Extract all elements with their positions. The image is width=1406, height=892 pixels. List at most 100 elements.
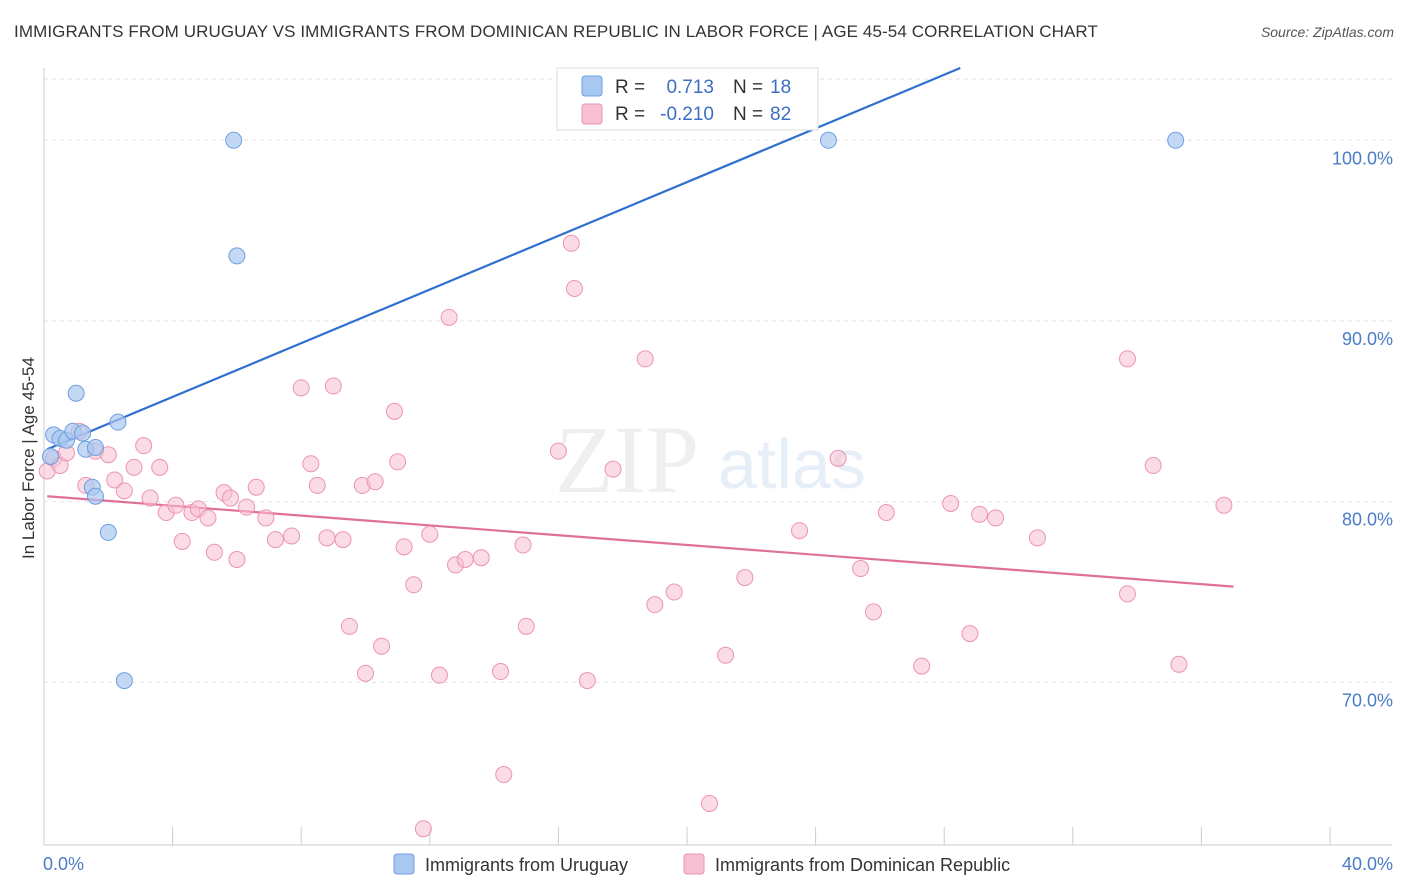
dominican-point: [646, 596, 664, 614]
dominican-point: [495, 766, 513, 784]
dominican-point: [318, 529, 336, 547]
dominican-point: [1118, 350, 1136, 368]
dominican-point: [389, 453, 407, 471]
uruguay-point: [74, 424, 92, 442]
dominican-point: [1028, 529, 1046, 547]
dominican-point: [257, 509, 275, 527]
dominican-point: [562, 234, 580, 252]
legend-n-value-uruguay: 18: [770, 77, 791, 98]
dominican-point: [266, 531, 284, 549]
dominican-point: [199, 509, 217, 527]
bottom-legend-label-dominican: Immigrants from Dominican Republic: [715, 855, 1010, 875]
legend-r-label-uruguay: R =: [615, 77, 645, 98]
uruguay-point: [819, 131, 837, 149]
dominican-point: [1144, 457, 1162, 475]
dominican-point: [717, 646, 735, 664]
dominican-point: [1215, 496, 1233, 514]
uruguay-point: [41, 448, 59, 465]
legend-swatch-uruguay: [581, 75, 603, 97]
legend-r-value-uruguay: 0.713: [666, 77, 714, 98]
bottom-legend-swatch-uruguay: [393, 853, 415, 875]
legend-r-label-dominican: R =: [615, 104, 645, 125]
dominican-point: [736, 569, 754, 587]
legend-swatch-dominican: [581, 103, 603, 125]
dominican-point: [665, 583, 683, 601]
dominican-point: [167, 496, 185, 514]
dominican-point: [135, 437, 153, 455]
chart-title: IMMIGRANTS FROM URUGUAY VS IMMIGRANTS FR…: [14, 22, 1098, 41]
dominican-point: [701, 794, 719, 812]
dominican-point: [302, 455, 320, 473]
dominican-point: [578, 672, 596, 690]
watermark-zip: ZIP: [555, 406, 699, 513]
uruguay-point: [67, 384, 85, 402]
dominican-point: [99, 446, 117, 464]
dominican-point: [151, 458, 169, 476]
uruguay-point: [109, 413, 127, 431]
bottom-legend-label-uruguay: Immigrants from Uruguay: [425, 855, 628, 875]
uruguay-point: [115, 672, 133, 690]
dominican-point: [283, 527, 301, 545]
uruguay-point: [86, 438, 104, 456]
source-label: Source: ZipAtlas.com: [1260, 24, 1394, 40]
x-tick-label-min: 0.0%: [43, 854, 84, 874]
dominican-point: [877, 504, 895, 522]
dominican-point: [1170, 655, 1188, 673]
dominican-point: [430, 666, 448, 684]
dominican-point: [636, 350, 654, 368]
uruguay-point: [86, 487, 104, 505]
bottom-legend-swatch-dominican: [683, 853, 705, 875]
dominican-point: [221, 489, 239, 507]
dominican-point: [308, 476, 326, 494]
dominican-point: [440, 308, 458, 326]
uruguay-point: [1167, 131, 1185, 149]
dominican-point: [961, 625, 979, 643]
legend-n-label-dominican: N =: [733, 104, 763, 125]
dominican-point: [228, 550, 246, 568]
legend-r-value-dominican: -0.210: [660, 104, 714, 125]
dominican-point: [971, 505, 989, 523]
dominican-point: [385, 402, 403, 420]
dominican-point: [514, 536, 532, 554]
uruguay-point: [99, 523, 117, 541]
dominican-point: [115, 482, 133, 500]
dominican-point: [141, 489, 159, 507]
legend-n-label-uruguay: N =: [733, 77, 763, 98]
dominican-point: [405, 576, 423, 594]
x-tick-label-max: 40.0%: [1342, 854, 1393, 874]
uruguay-point: [228, 247, 246, 265]
dominican-point: [238, 498, 256, 516]
dominican-point: [456, 550, 474, 568]
dominican-point: [292, 379, 310, 397]
dominican-point: [106, 471, 124, 489]
dominican-point: [340, 617, 358, 635]
dominican-point: [125, 458, 143, 476]
dominican-point: [357, 664, 374, 682]
y-tick-label: 80.0%: [1342, 510, 1393, 530]
uruguay-trend-line: [46, 66, 961, 451]
dominican-point: [205, 543, 223, 561]
dominican-point: [1118, 585, 1136, 603]
dominican-point: [247, 478, 265, 496]
dominican-point: [472, 549, 490, 567]
dominican-point: [517, 617, 535, 635]
uruguay-point: [225, 131, 243, 149]
dominican-point: [492, 663, 510, 681]
legend-n-value-dominican: 82: [770, 104, 791, 125]
axes: 70.0% 80.0% 90.0% 100.0%: [43, 68, 1393, 846]
dominican-point: [791, 522, 809, 540]
dominican-point: [421, 525, 439, 543]
dominican-point: [987, 509, 1005, 527]
dominican-point: [604, 460, 622, 478]
dominican-point: [324, 377, 342, 395]
correlation-legend: R = 0.713 N = 18 R = -0.210 N = 82: [556, 67, 819, 131]
dominican-point: [173, 532, 191, 550]
dominican-point: [852, 560, 870, 578]
dominican-point: [334, 531, 352, 549]
dominican-point: [942, 494, 960, 512]
watermark: ZIP atlas: [555, 406, 866, 513]
dominican-points: [38, 234, 1233, 838]
dominican-point: [829, 449, 847, 467]
dominican-point: [414, 820, 432, 838]
